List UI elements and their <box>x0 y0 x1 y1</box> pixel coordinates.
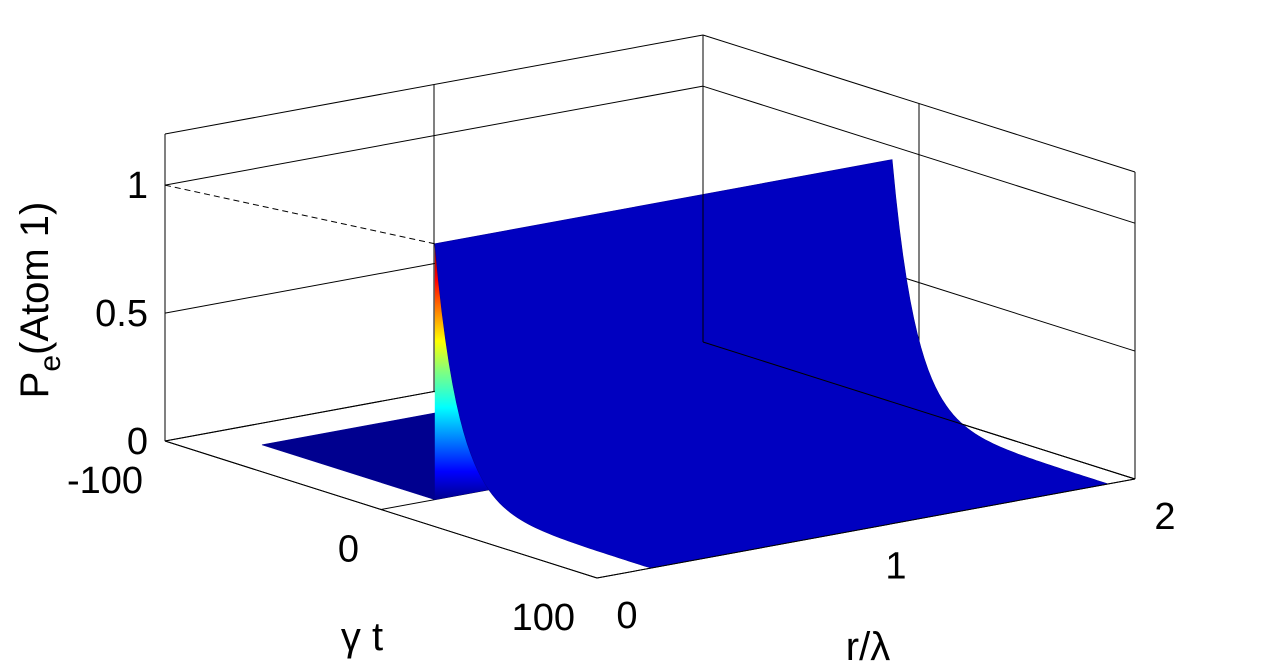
z-axis-label-sub: e <box>34 355 67 372</box>
z-axis-label: Pe(Atom 1) <box>13 202 67 399</box>
box-edge-floor-side <box>702 341 1136 480</box>
y-axis-label: γ t <box>341 615 383 659</box>
x-axis-label: r/λ <box>846 625 890 669</box>
y-tick-label: -100 <box>67 460 143 502</box>
y-tick-label: 100 <box>512 597 575 639</box>
box-edge-top-side <box>702 34 1136 173</box>
z-axis-label-rest: (Atom 1) <box>13 202 57 355</box>
z-tick-label: 1 <box>127 165 148 207</box>
grid-line-z-back-wall <box>164 85 704 186</box>
axis-lines <box>164 34 1136 579</box>
x-tick-label: 0 <box>616 595 637 637</box>
x-axis-line <box>596 478 1136 579</box>
x-tick-label: 1 <box>885 546 906 588</box>
z-axis-label-main: P <box>13 372 57 399</box>
x-tick-label: 2 <box>1154 496 1175 538</box>
y-axis-line <box>164 440 598 579</box>
z-tick-label: 0.5 <box>95 293 148 335</box>
grid-line-z-side-wall <box>702 85 1136 224</box>
peak-guide-line <box>164 184 435 245</box>
y-tick-label: 0 <box>338 529 359 571</box>
z-tick-label: 0 <box>127 421 148 463</box>
box-edge-top-back <box>164 34 704 135</box>
